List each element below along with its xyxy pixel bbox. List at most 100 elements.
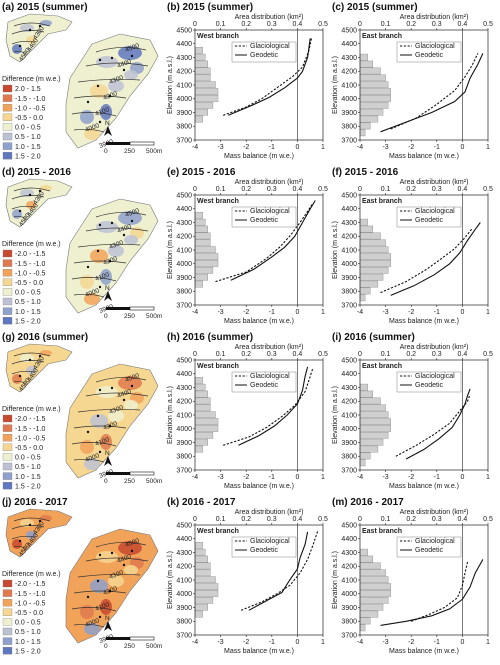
stake-point — [98, 450, 102, 454]
stake-point — [130, 549, 134, 553]
legend-label: Glaciological — [415, 208, 455, 215]
legend-label: Geodetic — [250, 382, 279, 389]
area-bar — [194, 60, 209, 68]
scale-label: 500m — [146, 148, 162, 155]
area-bar — [194, 74, 211, 82]
top-tick-label: 0.1 — [381, 21, 391, 28]
top-tick-label: 0.4 — [293, 516, 303, 523]
contour-line — [85, 62, 149, 67]
contour-line — [73, 623, 105, 628]
top-tick-label: 0 — [358, 351, 362, 358]
y-tick-label: 4100 — [341, 412, 357, 419]
scale-bar-segment — [129, 471, 155, 476]
y-tick-label: 4500 — [176, 27, 192, 34]
area-bar — [359, 74, 386, 82]
x-tick-label: 1 — [321, 144, 325, 151]
legend-label: 1.0 - 1.5 — [15, 474, 41, 481]
contour-line — [73, 425, 127, 429]
legend-swatch — [2, 288, 13, 296]
map-color-patch — [118, 541, 142, 555]
legend-label: Glaciological — [250, 373, 290, 380]
area-bar — [194, 108, 209, 116]
y-tick-label: 3700 — [176, 632, 192, 639]
area-bar — [194, 273, 209, 281]
area-bar — [194, 218, 206, 226]
contour-label: 4500 — [124, 207, 140, 219]
area-bar — [194, 390, 209, 398]
area-bar — [194, 280, 203, 288]
panel-label: (b) 2015 (summer) — [167, 2, 253, 13]
x-tick-label: 0 — [295, 309, 299, 316]
area-bar — [194, 53, 206, 61]
stake-point — [108, 589, 112, 593]
y-tick-label: 4100 — [341, 247, 357, 254]
area-bar — [359, 108, 384, 116]
panel-label: (j) 2016 - 2017 — [2, 497, 68, 508]
scale-bar-segment — [129, 306, 155, 311]
x-tick-label: 0 — [460, 309, 464, 316]
scale-bar-segment — [129, 636, 155, 641]
top-axis-label: Area distribution (km²) — [235, 509, 304, 516]
area-bar — [194, 246, 216, 254]
top-tick-label: 0.2 — [241, 351, 251, 358]
top-tick-label: 0.3 — [432, 21, 442, 28]
scale-label: 500m — [146, 643, 162, 650]
y-tick-label: 4200 — [176, 69, 192, 76]
geodetic-line — [240, 530, 319, 611]
area-bar — [359, 425, 391, 432]
top-tick-label: 0.4 — [458, 21, 468, 28]
x-tick-label: -4 — [357, 639, 363, 646]
north-arrow-icon — [104, 126, 112, 136]
legend-label: -1.0 - -0.5 — [15, 435, 45, 442]
stake-point — [98, 58, 102, 62]
area-bar — [359, 129, 366, 137]
area-bar — [359, 95, 391, 102]
stake-point — [18, 374, 22, 378]
contour-line — [13, 545, 27, 550]
contour-line — [11, 40, 35, 45]
top-tick-label: 0.5 — [483, 21, 493, 28]
area-bar — [359, 253, 391, 260]
y-axis-label: Elevation (m a.s.l.) — [332, 386, 339, 444]
top-tick-label: 0 — [358, 21, 362, 28]
legend-swatch — [2, 434, 13, 442]
y-tick-label: 3700 — [341, 302, 357, 309]
top-axis-label: Area distribution (km²) — [235, 179, 304, 186]
legend-box — [231, 206, 297, 228]
top-tick-label: 0.5 — [483, 186, 493, 193]
area-bar — [194, 115, 203, 123]
contour-line — [11, 370, 35, 375]
panel-label: (a) 2015 (summer) — [2, 2, 88, 13]
area-bar — [194, 425, 219, 432]
contour-line — [73, 590, 127, 594]
x-tick-label: 1 — [486, 309, 490, 316]
legend-box — [231, 41, 297, 63]
x-tick-label: -4 — [192, 309, 198, 316]
legend-label: Glaciological — [415, 538, 455, 545]
area-bar — [194, 576, 216, 584]
stake-point — [28, 193, 32, 197]
area-bar — [194, 88, 219, 95]
legend-label: -1.0 - -0.5 — [15, 270, 45, 277]
area-bar — [359, 411, 389, 419]
legend-swatch — [2, 472, 13, 480]
panel-label: (e) 2015 - 2016 — [167, 167, 236, 178]
legend-label: Geodetic — [415, 52, 444, 59]
y-tick-label: 4300 — [176, 550, 192, 557]
legend-swatch — [2, 453, 13, 461]
area-bar — [194, 431, 214, 439]
contour-label: 4000 — [84, 617, 100, 629]
y-tick-label: 3700 — [176, 467, 192, 474]
map-color-patch — [100, 269, 112, 285]
y-tick-label: 3800 — [341, 124, 357, 131]
area-bar — [359, 53, 368, 61]
area-bar — [194, 46, 203, 54]
legend-label: Glaciological — [250, 208, 290, 215]
map-color-patch — [84, 458, 100, 470]
contour-line — [11, 205, 35, 210]
stake-point — [98, 553, 102, 557]
scale-label: 250 — [124, 148, 135, 155]
area-bar — [194, 101, 214, 109]
